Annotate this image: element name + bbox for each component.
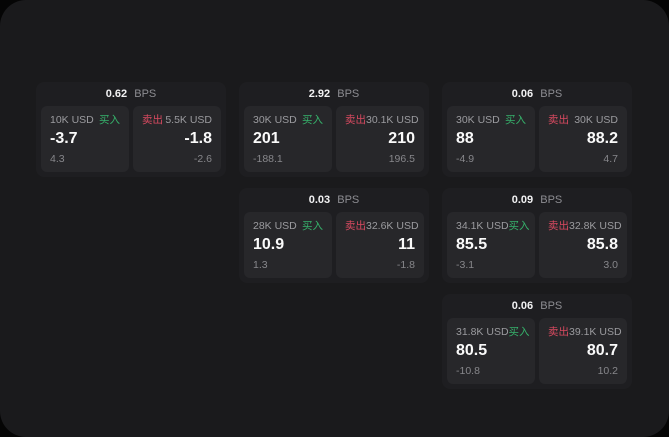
bps-value: 0.09 [511,194,534,206]
card-header: 2.92 BPS [244,82,424,106]
buy-panel[interactable]: 30K USD 买入 88 -4.9 [447,106,535,172]
buy-panel[interactable]: 10K USD 买入 -3.7 4.3 [41,106,129,172]
sell-size: 32.8K USD [569,220,622,232]
sell-side-label: 卖出 [548,114,569,126]
card-header: 0.62 BPS [41,82,221,106]
buy-size: 30K USD [253,114,297,126]
card-header: 0.06 BPS [447,82,627,106]
sell-side-label: 卖出 [345,220,366,232]
sell-side-label: 卖出 [142,114,163,126]
buy-side-label: 买入 [302,220,323,232]
spread-cards-grid: 0.62 BPS 10K USD 买入 -3.7 4.3 卖出 5.5K USD… [36,82,632,389]
sell-price: 88.2 [586,130,618,147]
sell-side-label: 卖出 [345,114,366,126]
card-header: 0.06 BPS [447,294,627,318]
buy-delta: -10.8 [456,365,480,377]
buy-price: 10.9 [253,236,285,253]
sell-delta: 4.7 [603,153,618,165]
bps-unit-label: BPS [537,300,563,312]
buy-price: 201 [253,130,280,147]
sell-price: 80.7 [586,342,618,359]
bps-unit-label: BPS [537,88,563,100]
buy-delta: -3.1 [456,259,475,271]
sell-price: 11 [398,236,415,253]
buy-delta: -188.1 [253,153,283,165]
spread-card: 0.06 BPS 30K USD 买入 88 -4.9 卖出 30K USD 8… [442,82,632,177]
buy-side-label: 买入 [302,114,323,126]
bps-unit-label: BPS [334,88,360,100]
sell-size: 30K USD [574,114,618,126]
bps-unit-label: BPS [334,194,360,206]
quote-panels: 28K USD 买入 10.9 1.3 卖出 32.6K USD 11 -1.8 [244,212,424,278]
buy-price: 80.5 [456,342,488,359]
sell-panel[interactable]: 卖出 32.6K USD 11 -1.8 [336,212,424,278]
buy-side-label: 买入 [505,114,526,126]
sell-delta: 196.5 [388,153,415,165]
quote-panels: 34.1K USD 买入 85.5 -3.1 卖出 32.8K USD 85.8… [447,212,627,278]
sell-price: 85.8 [586,236,618,253]
sell-panel[interactable]: 卖出 32.8K USD 85.8 3.0 [539,212,627,278]
buy-price: 85.5 [456,236,488,253]
buy-panel[interactable]: 34.1K USD 买入 85.5 -3.1 [447,212,535,278]
buy-panel[interactable]: 31.8K USD 买入 80.5 -10.8 [447,318,535,384]
sell-price: 210 [388,130,415,147]
bps-value: 0.03 [308,194,331,206]
buy-side-label: 买入 [508,326,530,338]
spread-card: 2.92 BPS 30K USD 买入 201 -188.1 卖出 30.1K … [239,82,429,177]
buy-size: 28K USD [253,220,297,232]
sell-side-label: 卖出 [548,220,569,232]
quote-panels: 31.8K USD 买入 80.5 -10.8 卖出 39.1K USD 80.… [447,318,627,384]
buy-delta: 1.3 [253,259,268,271]
spread-card: 0.06 BPS 31.8K USD 买入 80.5 -10.8 卖出 39.1… [442,294,632,389]
sell-size: 39.1K USD [569,326,622,338]
spread-card: 0.09 BPS 34.1K USD 买入 85.5 -3.1 卖出 32.8K… [442,188,632,283]
buy-size: 10K USD [50,114,94,126]
bps-unit-label: BPS [131,88,157,100]
card-header: 0.09 BPS [447,188,627,212]
spread-card: 0.03 BPS 28K USD 买入 10.9 1.3 卖出 32.6K US… [239,188,429,283]
buy-price: 88 [456,130,474,147]
sell-panel[interactable]: 卖出 5.5K USD -1.8 -2.6 [133,106,221,172]
sell-delta: 3.0 [603,259,618,271]
sell-size: 32.6K USD [366,220,419,232]
spread-card: 0.62 BPS 10K USD 买入 -3.7 4.3 卖出 5.5K USD… [36,82,226,177]
bps-value: 2.92 [308,88,331,100]
sell-panel[interactable]: 卖出 30.1K USD 210 196.5 [336,106,424,172]
quote-panels: 10K USD 买入 -3.7 4.3 卖出 5.5K USD -1.8 -2.… [41,106,221,172]
bps-value: 0.06 [511,88,534,100]
sell-size: 30.1K USD [366,114,419,126]
bps-unit-label: BPS [537,194,563,206]
sell-size: 5.5K USD [165,114,212,126]
buy-side-label: 买入 [99,114,120,126]
buy-price: -3.7 [50,130,78,147]
buy-panel[interactable]: 28K USD 买入 10.9 1.3 [244,212,332,278]
sell-delta: -1.8 [396,259,415,271]
card-header: 0.03 BPS [244,188,424,212]
sell-side-label: 卖出 [548,326,569,338]
buy-side-label: 买入 [508,220,530,232]
quote-panels: 30K USD 买入 88 -4.9 卖出 30K USD 88.2 4.7 [447,106,627,172]
buy-delta: -4.9 [456,153,475,165]
quote-panels: 30K USD 买入 201 -188.1 卖出 30.1K USD 210 1… [244,106,424,172]
buy-size: 34.1K USD [456,220,509,232]
sell-delta: -2.6 [193,153,212,165]
buy-size: 30K USD [456,114,500,126]
sell-price: -1.8 [184,130,212,147]
sell-delta: 10.2 [597,365,618,377]
bps-value: 0.06 [511,300,534,312]
buy-delta: 4.3 [50,153,65,165]
bps-value: 0.62 [105,88,128,100]
buy-panel[interactable]: 30K USD 买入 201 -188.1 [244,106,332,172]
buy-size: 31.8K USD [456,326,509,338]
sell-panel[interactable]: 卖出 30K USD 88.2 4.7 [539,106,627,172]
sell-panel[interactable]: 卖出 39.1K USD 80.7 10.2 [539,318,627,384]
